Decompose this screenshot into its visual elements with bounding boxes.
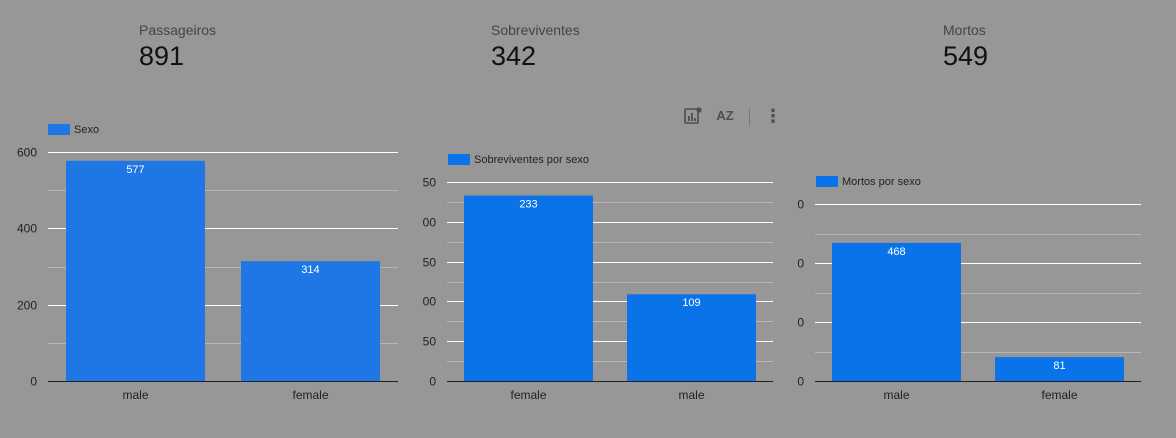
y-tick-label: 0: [797, 375, 804, 389]
kpi-label: Passageiros: [139, 22, 217, 38]
bar-male: [66, 160, 205, 381]
bar-female: [995, 357, 1124, 381]
kpi-passageiros: Passageiros 891: [139, 22, 216, 73]
y-tick-label: 00: [423, 216, 437, 230]
bar-male: [832, 242, 961, 381]
y-tick-label: 200: [17, 299, 37, 313]
bar-female: [464, 195, 593, 381]
kpi-mortos: Mortos 549: [943, 22, 988, 73]
y-tick-label: 0: [797, 257, 804, 271]
legend-swatch: [448, 154, 470, 165]
y-tick-label: 0: [797, 198, 804, 212]
legend-label: Sexo: [74, 124, 99, 136]
more-vert-icon[interactable]: ⋮: [764, 106, 782, 126]
x-category-label: male: [122, 388, 148, 402]
kpi-sobreviventes: Sobreviventes 342: [491, 22, 580, 73]
kpi-value: 549: [943, 41, 989, 71]
data-label: 577: [126, 164, 144, 176]
bar-female: [241, 261, 380, 381]
legend-swatch: [48, 124, 70, 135]
chart-toolbar: AZ ⋮: [682, 104, 782, 130]
x-category-label: female: [510, 388, 546, 402]
kpi-label: Sobreviventes: [491, 22, 580, 38]
y-tick-label: 400: [17, 222, 37, 236]
y-tick-label: 50: [423, 176, 437, 190]
y-tick-label: 600: [17, 146, 37, 160]
legend-label: Sobreviventes por sexo: [474, 154, 589, 166]
legend-label: Mortos por sexo: [842, 176, 921, 188]
y-tick-label: 00: [423, 295, 437, 309]
x-category-label: male: [678, 388, 704, 402]
y-tick-label: 0: [797, 316, 804, 330]
legend-swatch: [816, 176, 838, 187]
x-category-label: female: [292, 388, 328, 402]
data-label: 81: [1053, 360, 1065, 372]
data-label: 233: [519, 199, 537, 211]
data-label: 314: [301, 264, 319, 276]
sort-az-icon[interactable]: AZ: [716, 108, 734, 123]
kpi-value: 891: [139, 41, 185, 71]
kpi-value: 342: [491, 41, 537, 71]
y-tick-label: 50: [423, 256, 437, 270]
y-tick-label: 0: [30, 375, 37, 389]
y-tick-label: 0: [429, 375, 436, 389]
data-label: 109: [682, 297, 700, 309]
toolbar-divider: [749, 108, 750, 126]
bar-male: [627, 294, 756, 381]
x-category-label: female: [1041, 388, 1077, 402]
y-tick-label: 50: [423, 335, 437, 349]
x-category-label: male: [883, 388, 909, 402]
data-label: 468: [887, 246, 905, 258]
chart-settings-icon[interactable]: [682, 104, 704, 134]
kpi-label: Mortos: [943, 22, 986, 38]
